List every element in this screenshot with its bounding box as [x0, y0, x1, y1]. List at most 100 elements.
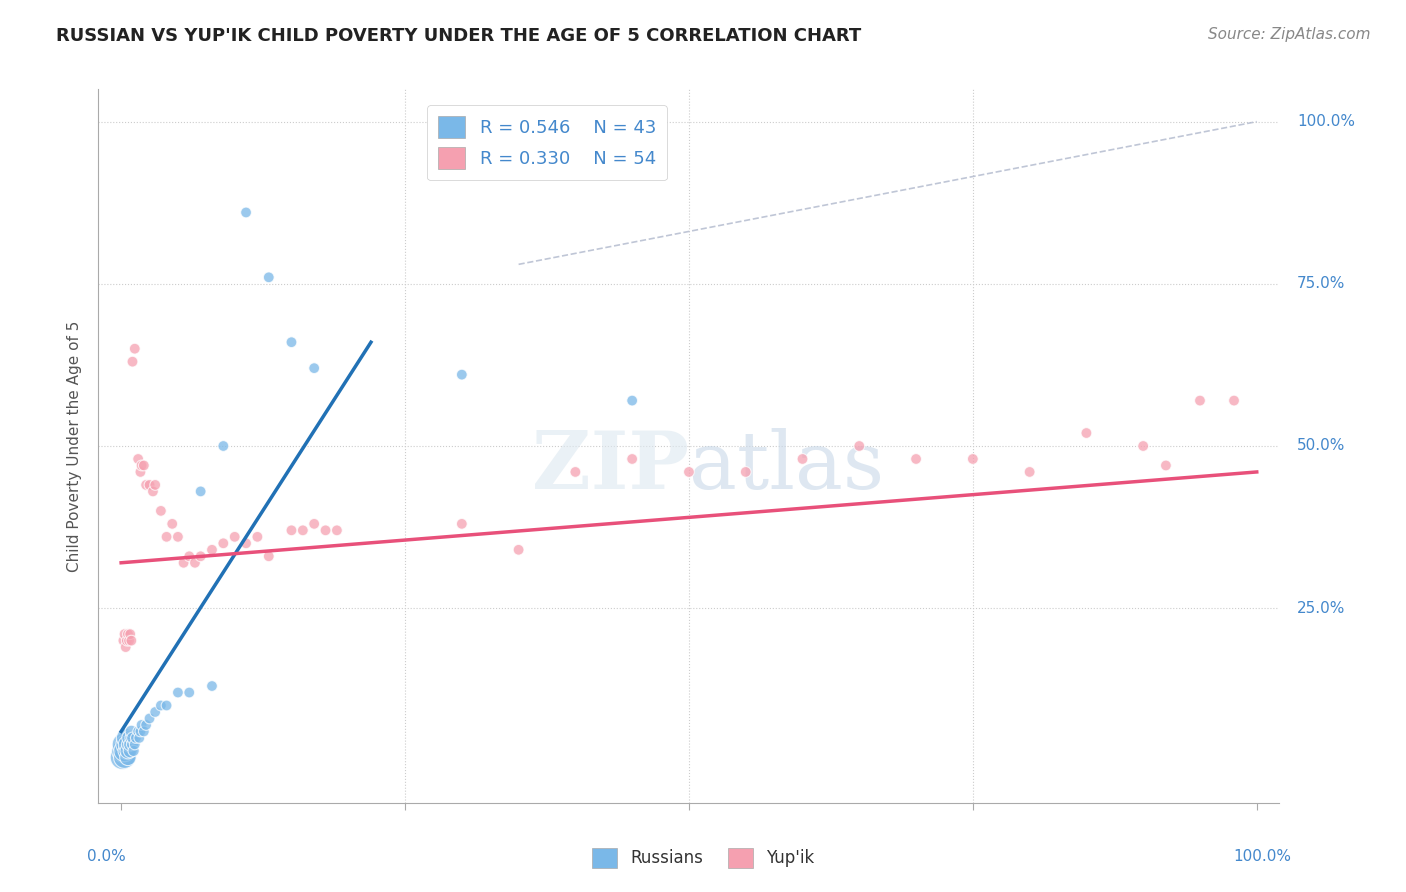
Point [179, 549, 201, 564]
Text: Source: ZipAtlas.com: Source: ZipAtlas.com [1208, 27, 1371, 42]
Point [120, 731, 142, 745]
Point [678, 465, 700, 479]
Point [120, 744, 142, 758]
Point [114, 731, 136, 745]
Point [114, 627, 136, 641]
Point [120, 627, 142, 641]
Point [1154, 458, 1177, 473]
Point [235, 536, 257, 550]
Point [848, 439, 870, 453]
Point [173, 556, 195, 570]
Point [1223, 393, 1246, 408]
Point [118, 633, 141, 648]
Text: 50.0%: 50.0% [1298, 439, 1346, 453]
Point [112, 738, 135, 752]
Point [117, 627, 139, 641]
Point [212, 439, 235, 453]
Point [118, 731, 141, 745]
Point [120, 738, 142, 752]
Point [132, 458, 155, 473]
Point [792, 452, 814, 467]
Point [135, 478, 157, 492]
Point [112, 633, 135, 648]
Text: 100.0%: 100.0% [1233, 849, 1291, 864]
Point [280, 524, 302, 538]
Point [291, 524, 314, 538]
Text: ZIP: ZIP [531, 428, 689, 507]
Point [115, 738, 138, 752]
Point [212, 536, 235, 550]
Point [121, 354, 143, 368]
Point [179, 685, 201, 699]
Point [127, 724, 149, 739]
Point [450, 516, 472, 531]
Point [1018, 465, 1040, 479]
Text: 25.0%: 25.0% [1298, 600, 1346, 615]
Point [120, 724, 142, 739]
Point [155, 530, 177, 544]
Point [114, 640, 136, 654]
Point [111, 750, 134, 764]
Point [1076, 425, 1098, 440]
Point [190, 549, 212, 564]
Y-axis label: Child Poverty Under the Age of 5: Child Poverty Under the Age of 5 [67, 320, 83, 572]
Point [302, 361, 325, 376]
Point [155, 698, 177, 713]
Text: RUSSIAN VS YUP'IK CHILD POVERTY UNDER THE AGE OF 5 CORRELATION CHART: RUSSIAN VS YUP'IK CHILD POVERTY UNDER TH… [56, 27, 862, 45]
Point [115, 633, 138, 648]
Point [121, 731, 143, 745]
Legend: R = 0.546    N = 43, R = 0.330    N = 54: R = 0.546 N = 43, R = 0.330 N = 54 [427, 105, 666, 180]
Point [121, 738, 143, 752]
Point [450, 368, 472, 382]
Point [167, 685, 190, 699]
Point [117, 744, 139, 758]
Point [235, 205, 257, 219]
Point [142, 484, 165, 499]
Point [201, 679, 224, 693]
Point [564, 465, 586, 479]
Point [224, 530, 246, 544]
Point [120, 633, 142, 648]
Point [149, 698, 172, 713]
Point [167, 530, 190, 544]
Point [280, 335, 302, 350]
Point [128, 731, 150, 745]
Point [124, 342, 146, 356]
Point [190, 484, 212, 499]
Point [138, 711, 160, 725]
Point [621, 393, 644, 408]
Legend: Russians, Yup'ik: Russians, Yup'ik [585, 841, 821, 875]
Text: 75.0%: 75.0% [1298, 277, 1346, 292]
Point [621, 452, 644, 467]
Point [1132, 439, 1154, 453]
Point [162, 516, 183, 531]
Point [114, 750, 136, 764]
Point [184, 556, 207, 570]
Point [117, 750, 139, 764]
Point [132, 724, 155, 739]
Point [115, 744, 138, 758]
Point [112, 744, 135, 758]
Point [149, 504, 172, 518]
Point [127, 452, 149, 467]
Point [124, 738, 146, 752]
Point [114, 738, 136, 752]
Text: 0.0%: 0.0% [87, 849, 125, 864]
Point [143, 478, 166, 492]
Point [129, 724, 152, 739]
Point [131, 718, 153, 732]
Point [962, 452, 984, 467]
Point [257, 549, 280, 564]
Point [734, 465, 756, 479]
Point [118, 738, 141, 752]
Point [302, 516, 325, 531]
Point [131, 458, 153, 473]
Point [122, 744, 145, 758]
Point [135, 718, 157, 732]
Point [129, 465, 152, 479]
Point [143, 705, 166, 719]
Point [1188, 393, 1211, 408]
Point [315, 524, 337, 538]
Point [905, 452, 928, 467]
Point [114, 744, 136, 758]
